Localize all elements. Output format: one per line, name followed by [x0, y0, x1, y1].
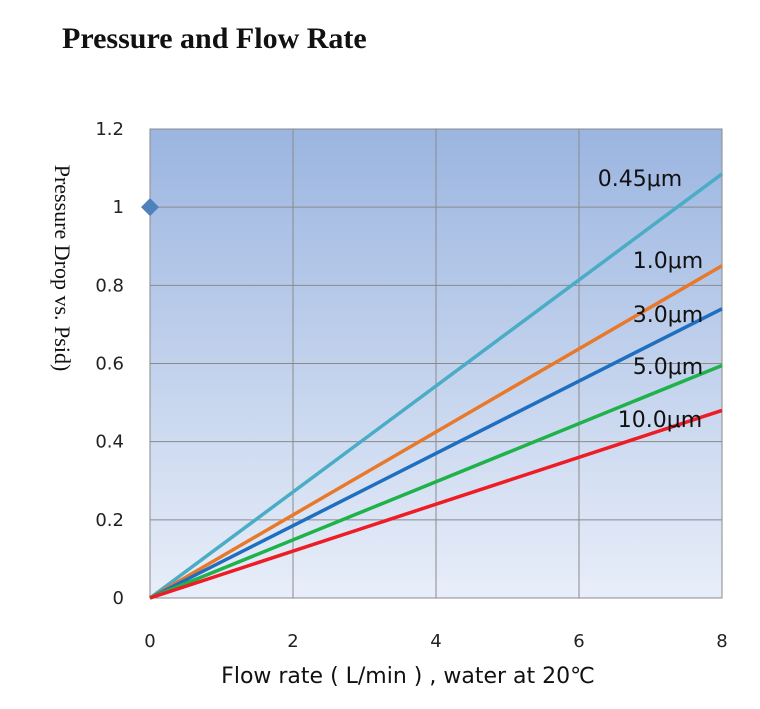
x-tick-label: 2 [287, 631, 298, 652]
y-tick-label: 0.6 [95, 354, 124, 375]
y-tick-label: 1 [113, 197, 124, 218]
y-tick-label: 0.2 [95, 510, 124, 531]
x-tick-label: 6 [573, 631, 584, 652]
x-axis-label: Flow rate ( L/min ) , water at 20℃ [221, 664, 595, 689]
series-lines [148, 172, 724, 600]
series-label: 5.0μm [633, 355, 703, 380]
markers [141, 198, 159, 217]
y-tick-label: 0.4 [95, 432, 124, 453]
grid [150, 129, 722, 598]
series-line [148, 172, 724, 600]
x-tick-label: 8 [716, 631, 727, 652]
series-line [149, 264, 723, 600]
diamond-marker [141, 198, 159, 217]
y-tick-label: 0 [113, 588, 124, 609]
y-tick-label: 0.8 [95, 275, 124, 296]
series-label: 0.45μm [598, 167, 682, 192]
series-line [149, 363, 723, 600]
series-label: 10.0μm [618, 408, 702, 433]
series-line [149, 307, 723, 600]
series-labels: 0.45μm 1.0μm 3.0μm 5.0μm 10.0μm [598, 167, 703, 433]
tick-labels: 0 2 4 6 8 0 0.2 0.4 0.6 0.8 1 1.2 [95, 119, 727, 652]
x-tick-label: 4 [430, 631, 441, 652]
x-tick-label: 0 [144, 631, 155, 652]
series-line [149, 408, 723, 600]
chart-title: Pressure and Flow Rate [62, 22, 367, 55]
series-label: 1.0μm [633, 249, 703, 274]
series-label: 3.0μm [633, 303, 703, 328]
y-tick-label: 1.2 [95, 119, 124, 140]
